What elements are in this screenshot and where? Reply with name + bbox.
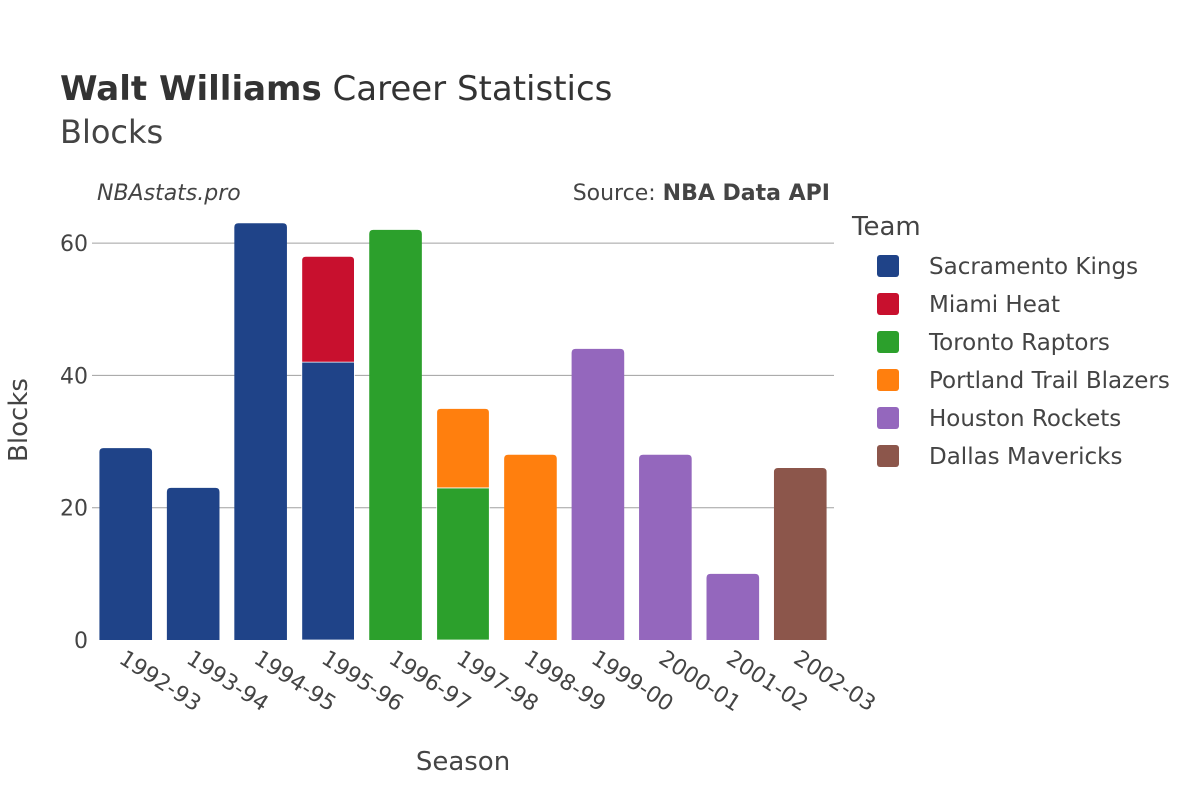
bar-2000-01-houston-rockets	[639, 454, 692, 640]
bar-1997-98-toronto-raptors	[436, 487, 490, 641]
bar-1999-00-houston-rockets	[571, 348, 625, 640]
chart-subtitle: Blocks	[60, 113, 163, 151]
y-axis-ticks: 0 20 40 60	[60, 232, 88, 654]
legend-item-label: Toronto Raptors	[928, 330, 1110, 356]
bar-1992-93-sacramento-kings	[99, 448, 153, 640]
bar-2002-03-dallas-mavericks	[773, 468, 827, 640]
bar-1998-99-portland-trail-blazers	[504, 454, 557, 640]
bar-1993-94-sacramento-kings	[166, 487, 220, 640]
y-tick-label: 20	[60, 497, 88, 522]
source-name: NBA Data API	[663, 181, 830, 206]
legend-title: Team	[851, 212, 921, 242]
y-axis-label: Blocks	[4, 378, 34, 462]
legend-swatch	[877, 369, 899, 391]
bars	[99, 223, 827, 641]
legend-item-label: Dallas Mavericks	[929, 444, 1122, 470]
bar-2001-02-houston-rockets	[706, 573, 760, 640]
y-tick-label: 40	[60, 364, 88, 389]
legend-swatch	[877, 331, 899, 353]
y-tick-label: 60	[60, 232, 88, 257]
source-prefix: Source:	[573, 181, 663, 206]
bar-1994-95-sacramento-kings	[234, 223, 287, 640]
bar-1996-97-toronto-raptors	[369, 229, 422, 640]
y-tick-label: 0	[74, 629, 88, 654]
bar-1995-96-sacramento-kings	[301, 361, 355, 641]
legend-swatch	[877, 293, 899, 315]
site-credit: NBAstats.pro	[97, 181, 241, 206]
legend-item-label: Portland Trail Blazers	[929, 368, 1170, 394]
legend-item-label: Houston Rockets	[929, 406, 1121, 432]
legend-swatch	[877, 445, 899, 467]
legend-item-label: Miami Heat	[929, 292, 1060, 318]
legend-swatch	[877, 255, 899, 277]
bar-1997-98-portland-trail-blazers	[436, 408, 490, 489]
legend-item-label: Sacramento Kings	[929, 254, 1138, 280]
legend: Sacramento Kings Miami Heat Toronto Raptor…	[877, 254, 1170, 470]
chart-title: Walt Williams Career Statistics	[60, 69, 612, 109]
bar-1995-96-miami-heat	[301, 255, 355, 363]
chart-title-rest: Career Statistics	[322, 69, 613, 109]
x-axis-label: Season	[416, 747, 510, 777]
x-axis-ticks: 1992-931993-941994-951995-961996-971997-…	[114, 646, 879, 717]
chart-title-bold: Walt Williams	[60, 69, 322, 109]
legend-swatch	[877, 407, 899, 429]
source-credit: Source: NBA Data API	[573, 181, 830, 206]
